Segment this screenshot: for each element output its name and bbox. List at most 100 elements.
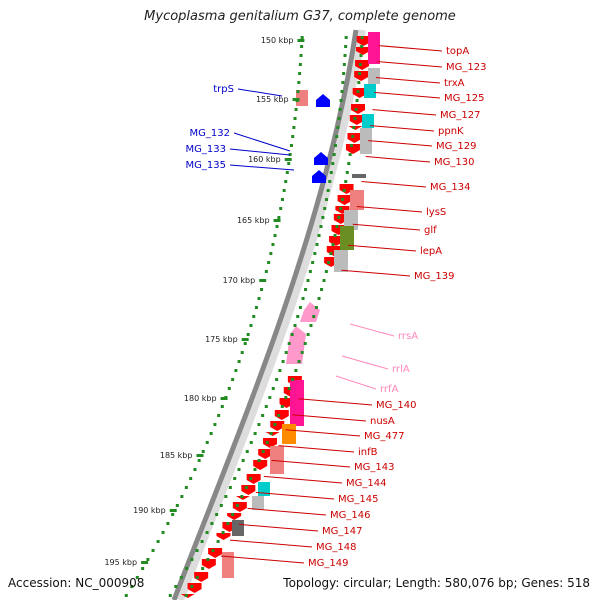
scale-dot-outer <box>297 81 301 84</box>
forward-gene-label: MG_477 <box>364 431 404 442</box>
cog-block <box>360 128 372 154</box>
scale-dot-outer <box>124 594 128 597</box>
scale-dot-outer <box>161 531 165 534</box>
scale-label: 170 kbp <box>223 276 256 285</box>
scale-dot-mid <box>284 351 288 354</box>
forward-cds-arrow <box>263 438 278 448</box>
scale-dot-outer <box>254 306 258 309</box>
scale-dot-outer <box>166 522 170 525</box>
label-leader-line <box>233 132 291 152</box>
scale-dot-inner <box>287 387 291 390</box>
label-leader-line <box>374 91 441 99</box>
scale-dot-inner <box>297 360 301 363</box>
forward-gene-label: MG_130 <box>434 157 474 168</box>
scale-dot-outer <box>267 261 271 264</box>
scale-dot-mid <box>281 360 285 363</box>
scale-dot-mid <box>290 333 294 336</box>
scale-dot-outer <box>220 405 224 408</box>
label-leader-line <box>377 61 443 68</box>
scale-dot-mid <box>237 468 241 471</box>
cog-block <box>222 552 234 578</box>
scale-dot-inner <box>354 108 358 111</box>
label-leader-line <box>341 269 411 277</box>
label-leader-line <box>263 475 343 484</box>
label-leader-line <box>291 414 367 422</box>
scale-dot-inner <box>335 225 339 228</box>
forward-cds-arrow <box>347 133 362 143</box>
scale-dot-outer <box>213 423 217 426</box>
feature-layer <box>180 32 380 598</box>
scale-dot-inner <box>359 54 363 57</box>
forward-gene-label: nusA <box>370 416 395 427</box>
scale-dot-mid <box>301 297 305 300</box>
scale-dot-inner <box>257 459 261 462</box>
scale-dot-mid <box>298 306 302 309</box>
cog-block <box>270 446 284 474</box>
scale-dot-mid <box>306 279 310 282</box>
cog-block <box>252 496 264 510</box>
scale-dot-mid <box>287 342 291 345</box>
scale-dot-inner <box>226 522 230 525</box>
cog-block <box>340 226 354 250</box>
scale-dot-inner <box>294 369 298 372</box>
forward-gene-label: glf <box>424 225 437 236</box>
scale-dot-mid <box>333 144 337 147</box>
label-leader-line <box>368 140 433 147</box>
scale-dot-inner <box>291 378 295 381</box>
scale-dot-outer <box>294 108 298 111</box>
scale-dot-outer <box>288 153 292 156</box>
label-leader-line <box>285 429 361 437</box>
label-leader-line <box>361 181 427 188</box>
label-leader-line <box>229 148 291 156</box>
forward-cds-arrow <box>349 115 364 125</box>
scale-dot-mid <box>253 432 257 435</box>
scale-label: 185 kbp <box>160 451 193 460</box>
scale-dot-inner <box>235 504 239 507</box>
forward-gene-label: MG_148 <box>316 542 356 553</box>
scale-dot-inner <box>347 162 351 165</box>
scale-dot-inner <box>265 441 269 444</box>
forward-gene-label: MG_149 <box>308 558 348 569</box>
scale-dot-inner <box>206 558 210 561</box>
scale-dot-outer <box>291 135 295 138</box>
label-leader-line <box>271 459 351 468</box>
scale-dot-mid <box>228 486 232 489</box>
scale-dot-inner <box>253 468 257 471</box>
scale-dot-outer <box>209 432 213 435</box>
scale-major-tick <box>169 509 177 512</box>
scale-dot-mid <box>315 243 319 246</box>
forward-cds-arrow <box>274 410 289 420</box>
forward-cds-arrow <box>356 36 371 46</box>
scale-dot-outer <box>151 549 155 552</box>
scale-dot-inner <box>358 63 362 66</box>
forward-gene-label: infB <box>358 447 378 458</box>
scale-dot-outer <box>252 315 256 318</box>
label-leader-line <box>238 523 319 532</box>
scale-major-tick <box>284 158 292 161</box>
reverse-gene-label: MG_132 <box>190 128 230 139</box>
scale-dot-outer <box>282 189 286 192</box>
reverse-gene-label: MG_135 <box>186 160 226 171</box>
scale-dot-outer <box>234 369 238 372</box>
scale-dot-inner <box>314 306 318 309</box>
scale-major-tick <box>241 338 249 341</box>
scale-dot-inner <box>329 252 333 255</box>
scale-dot-outer <box>249 324 253 327</box>
scale-dot-inner <box>284 396 288 399</box>
scale-dot-mid <box>296 315 300 318</box>
forward-gene-label: lysS <box>426 207 446 218</box>
reverse-gene-label: MG_133 <box>186 144 226 155</box>
forward-cds-arrow <box>258 449 273 459</box>
scale-dot-outer <box>135 576 139 579</box>
scale-dot-inner <box>231 513 235 516</box>
map-title: Mycoplasma genitalium G37, complete geno… <box>144 9 456 24</box>
forward-cds-arrow <box>337 195 352 205</box>
scale-dot-mid <box>342 63 346 66</box>
label-leader-line <box>298 398 373 406</box>
scale-dot-inner <box>357 81 361 84</box>
forward-cds-arrow <box>253 460 268 470</box>
label-leader-line <box>220 555 305 564</box>
scale-dot-mid <box>324 198 328 201</box>
scale-dot-mid <box>278 369 282 372</box>
scale-dot-inner <box>333 234 337 237</box>
